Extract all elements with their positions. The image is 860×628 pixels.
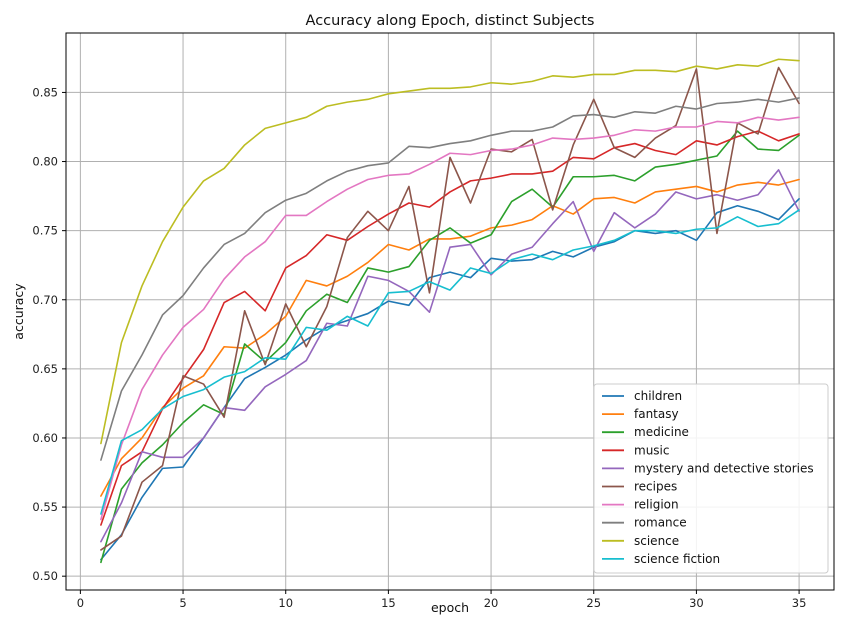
legend-label: science [634,534,679,548]
chart-title: Accuracy along Epoch, distinct Subjects [306,13,595,29]
y-tick-label: 0.60 [32,431,58,445]
x-tick-label: 20 [484,596,499,610]
series-line-mystery-and-detective-stories [100,169,800,543]
y-tick-label: 0.80 [32,155,58,169]
legend-label: recipes [634,480,677,494]
x-tick-label: 10 [278,596,293,610]
legend-label: medicine [634,425,689,439]
y-tick-label: 0.85 [32,85,58,99]
series-layer [100,58,800,564]
axis-ticks: 0 5 10 15 20 25 30 35 0.50 0.55 0.60 0.65 0.70 0.75 0.… [32,85,806,610]
series-line-medicine [100,130,800,564]
x-tick-label: 5 [179,596,186,610]
legend: children fantasy medicine music mystery and … [593,383,829,574]
legend-label: mystery and detective stories [634,461,814,475]
y-axis-label: accuracy [11,283,26,340]
series-line-music [100,130,800,526]
y-tick-label: 0.75 [32,224,58,238]
x-tick-label: 0 [77,596,84,610]
plot-frame [65,32,835,591]
y-tick-label: 0.55 [32,500,58,514]
series-line-romance [100,97,800,461]
y-tick-label: 0.65 [32,362,58,376]
legend-label: children [634,389,682,403]
legend-label: romance [634,516,687,530]
series-line-science-fiction [100,209,800,515]
legend-label: religion [634,498,679,512]
legend-label: music [634,443,669,457]
x-tick-label: 30 [689,596,704,610]
y-tick-label: 0.70 [32,293,58,307]
series-line-religion [100,116,800,521]
x-tick-label: 35 [792,596,807,610]
series-line-fantasy [100,178,800,497]
x-axis-label: epoch [431,600,469,615]
x-tick-label: 15 [381,596,396,610]
y-tick-label: 0.50 [32,569,58,583]
series-line-science [100,58,800,445]
x-tick-label: 25 [586,596,601,610]
legend-label: science fiction [634,552,720,566]
legend-box [593,383,829,574]
legend-label: fantasy [634,407,679,421]
